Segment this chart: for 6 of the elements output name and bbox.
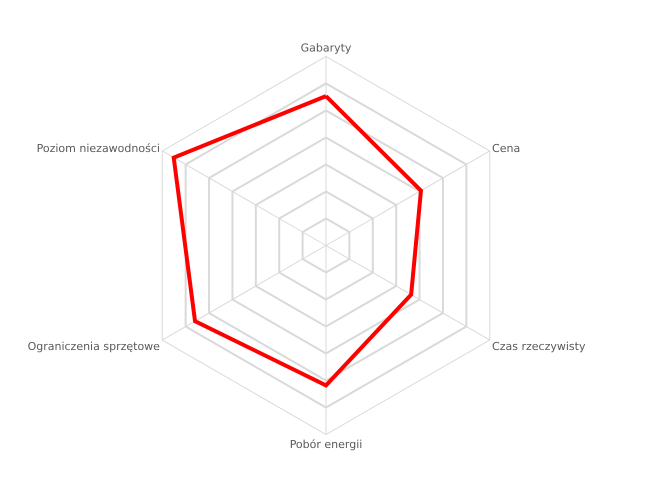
spoke-label: Cena: [492, 142, 520, 155]
spoke-label: Poziom niezawodności: [36, 142, 160, 155]
spoke-label: Gabaryty: [300, 42, 352, 55]
spoke-label: Pobór energii: [290, 438, 362, 452]
spoke-label: Ograniczenia sprzętowe: [28, 340, 160, 354]
spoke-label: Czas rzeczywisty: [492, 340, 586, 354]
